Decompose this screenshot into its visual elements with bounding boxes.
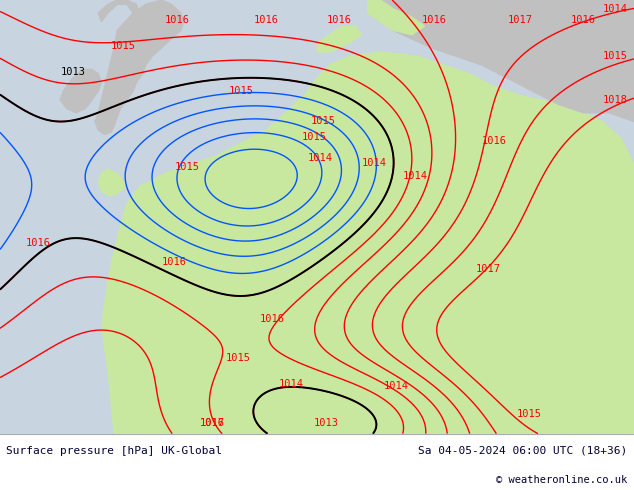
Text: Sa 04-05-2024 06:00 UTC (18+36): Sa 04-05-2024 06:00 UTC (18+36) xyxy=(418,445,628,456)
Text: 1017: 1017 xyxy=(200,418,225,428)
Text: 1016: 1016 xyxy=(571,15,596,24)
Text: 1014: 1014 xyxy=(384,381,409,391)
Text: 1016: 1016 xyxy=(260,314,285,324)
Text: 1014: 1014 xyxy=(403,171,428,181)
Text: 1018: 1018 xyxy=(602,95,628,105)
Text: 1016: 1016 xyxy=(165,15,190,24)
Text: 1016: 1016 xyxy=(482,136,507,146)
Text: 1016: 1016 xyxy=(200,418,225,428)
Text: 1016: 1016 xyxy=(254,15,279,24)
Text: 1016: 1016 xyxy=(327,15,352,24)
Text: 1015: 1015 xyxy=(228,86,254,96)
Polygon shape xyxy=(98,0,139,22)
Text: 1016: 1016 xyxy=(422,15,447,24)
Text: 1017: 1017 xyxy=(476,264,501,274)
Text: 1017: 1017 xyxy=(507,15,533,24)
Polygon shape xyxy=(60,70,101,113)
Text: 1015: 1015 xyxy=(174,162,200,172)
Text: 1014: 1014 xyxy=(602,3,628,14)
Text: 1013: 1013 xyxy=(60,67,86,76)
Text: Surface pressure [hPa] UK-Global: Surface pressure [hPa] UK-Global xyxy=(6,445,223,456)
Polygon shape xyxy=(393,0,634,74)
Text: 1015: 1015 xyxy=(517,409,542,419)
Polygon shape xyxy=(95,0,184,134)
Polygon shape xyxy=(101,52,634,434)
Polygon shape xyxy=(98,169,127,195)
Text: 1015: 1015 xyxy=(225,353,250,363)
Text: 1015: 1015 xyxy=(301,132,327,142)
Text: 1014: 1014 xyxy=(307,153,333,163)
Text: 1014: 1014 xyxy=(279,379,304,389)
Text: 1014: 1014 xyxy=(361,158,387,168)
Text: 1013: 1013 xyxy=(314,418,339,428)
Text: 1015: 1015 xyxy=(602,51,628,61)
Text: © weatheronline.co.uk: © weatheronline.co.uk xyxy=(496,475,628,485)
Text: 1015: 1015 xyxy=(111,41,136,50)
Text: 1016: 1016 xyxy=(162,257,187,268)
Polygon shape xyxy=(317,26,361,52)
Polygon shape xyxy=(380,0,634,122)
Polygon shape xyxy=(368,0,425,35)
Text: 1015: 1015 xyxy=(311,117,336,126)
Text: 1016: 1016 xyxy=(25,238,51,248)
